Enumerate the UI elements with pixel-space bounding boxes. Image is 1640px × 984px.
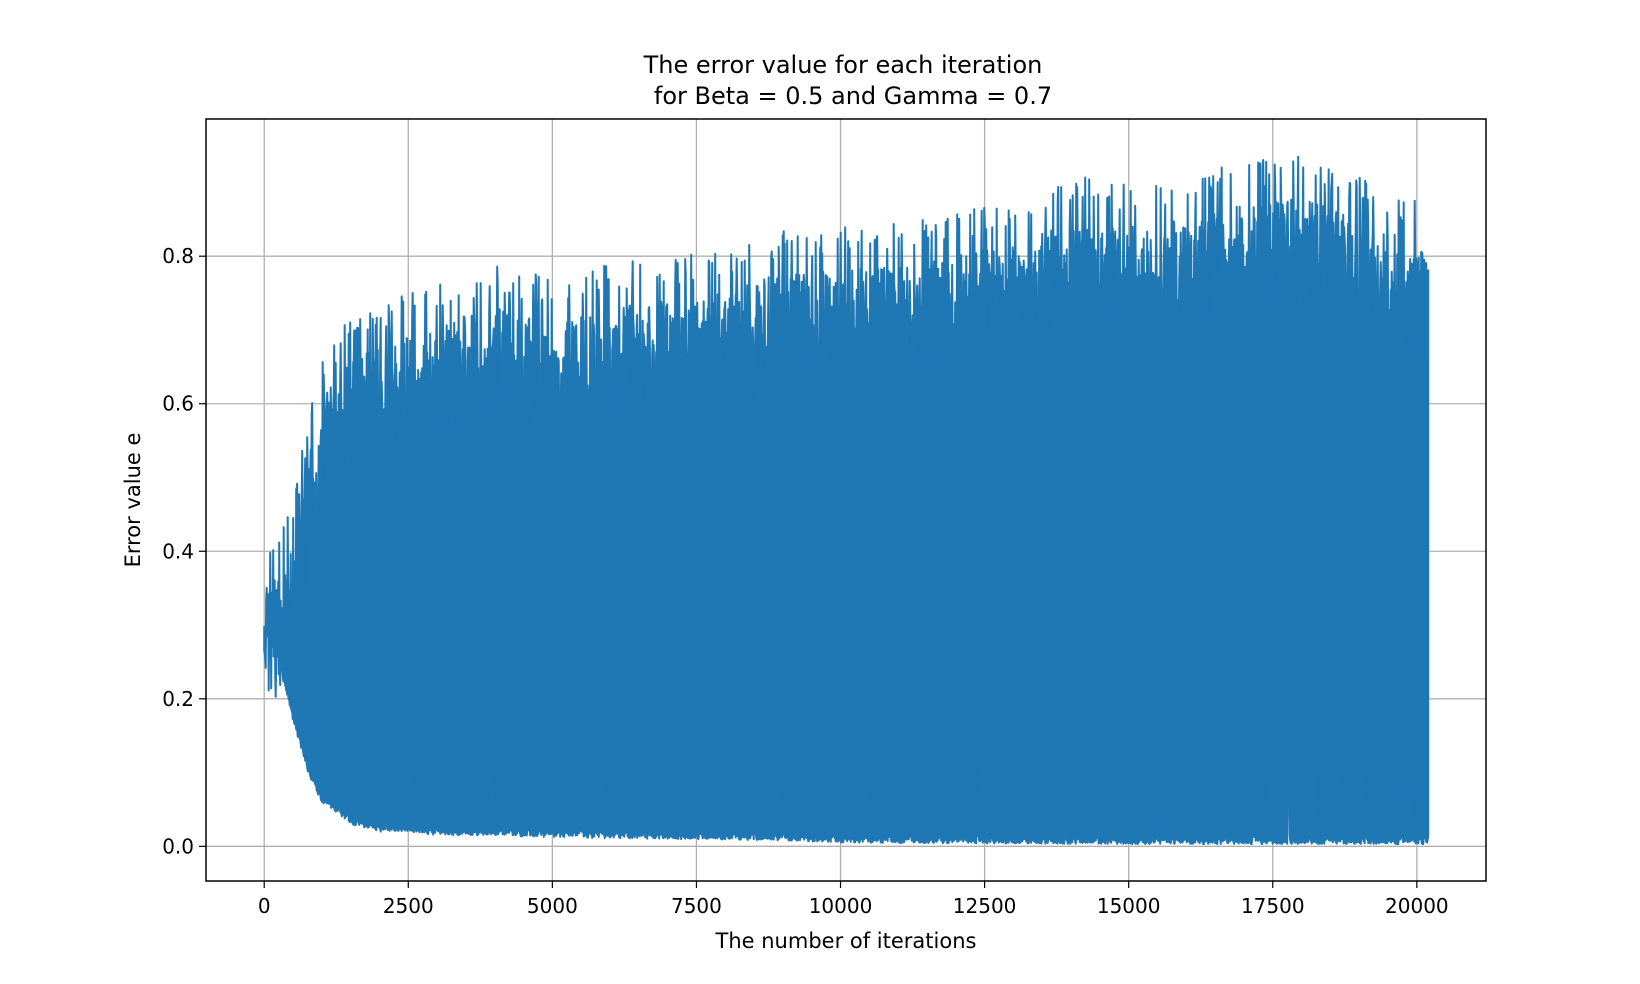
x-tick-label: 12500 <box>953 894 1017 918</box>
x-tick-label: 20000 <box>1385 894 1449 918</box>
x-tick-label: 0 <box>258 894 271 918</box>
y-tick-label: 0.4 <box>162 539 194 563</box>
x-tick-label: 10000 <box>809 894 873 918</box>
y-tick-label: 0.6 <box>162 392 194 416</box>
plot-frame <box>205 118 1487 882</box>
chart-title: The error value for each iteration <box>643 51 1043 79</box>
chart-subtitle: for Beta = 0.5 and Gamma = 0.7 <box>654 82 1052 110</box>
x-tick-label: 15000 <box>1097 894 1161 918</box>
x-tick-label: 2500 <box>383 894 434 918</box>
y-tick-label: 0.0 <box>162 834 194 858</box>
y-tick-label: 0.8 <box>162 244 194 268</box>
x-tick-label: 7500 <box>671 894 722 918</box>
y-axis-label: Error value e <box>121 433 145 568</box>
x-tick-label: 17500 <box>1241 894 1305 918</box>
ticks: 0 2500 5000 7500 10000 12500 15000 17500 20000 0.… <box>162 244 1448 918</box>
series-layer <box>263 155 1430 846</box>
series-line <box>263 155 1430 846</box>
x-tick-label: 5000 <box>527 894 578 918</box>
x-axis-label: The number of iterations <box>715 929 977 953</box>
y-tick-label: 0.2 <box>162 687 194 711</box>
